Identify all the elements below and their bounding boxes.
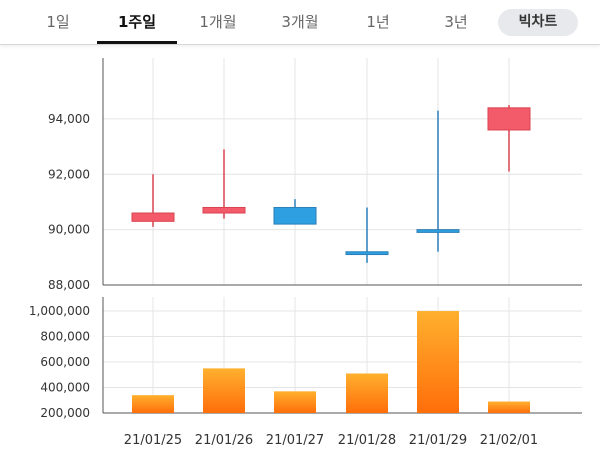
price-tick-label: 92,000: [48, 167, 90, 181]
candle-body: [202, 206, 246, 214]
volume-gridlines: [103, 297, 582, 414]
volume-tick-label: 600,000: [40, 355, 90, 369]
tab-3year[interactable]: 3년: [444, 13, 468, 31]
candle: [487, 105, 531, 172]
volume-bar: [488, 401, 530, 413]
date-label: 21/02/01: [480, 433, 538, 448]
date-label: 21/01/29: [409, 433, 467, 448]
candle-body: [345, 251, 389, 256]
candle: [345, 207, 389, 263]
candle-body: [273, 206, 317, 225]
price-tick-label: 88,000: [48, 278, 90, 292]
tab-1month[interactable]: 1개월: [199, 13, 237, 31]
volume-bar: [346, 373, 388, 413]
tab-1day[interactable]: 1일: [46, 13, 70, 31]
volume-bar: [417, 311, 459, 413]
candle: [202, 149, 246, 219]
date-label: 21/01/27: [266, 433, 324, 448]
candles: [131, 105, 531, 263]
volume-tick-label: 800,000: [40, 330, 90, 344]
date-label: 21/01/26: [195, 433, 253, 448]
candle-body: [487, 107, 531, 131]
candle: [131, 174, 175, 227]
volume-bars: [132, 311, 530, 413]
price-tick-label: 94,000: [48, 112, 90, 126]
date-label: 21/01/28: [338, 433, 396, 448]
date-label: 21/01/25: [124, 433, 182, 448]
volume-bar: [203, 368, 245, 413]
date-axis: 21/01/25 21/01/26 21/01/27 21/01/28 21/01/29…: [124, 433, 538, 448]
candle-body: [416, 229, 460, 233]
period-tabs: 1일 1주일 1개월 3개월 1년 3년 빅차트: [0, 0, 600, 45]
price-tick-label: 90,000: [48, 223, 90, 237]
candle: [273, 199, 317, 225]
volume-bar: [132, 395, 174, 413]
volume-bar: [274, 391, 316, 413]
volume-tick-label: 1,000,000: [29, 304, 90, 318]
volume-tick-label: 200,000: [40, 406, 90, 420]
candle-body: [131, 212, 175, 222]
candle: [416, 110, 460, 252]
price-gridlines: [103, 58, 582, 285]
bigchart-button[interactable]: 빅차트: [498, 9, 578, 36]
volume-tick-label: 400,000: [40, 381, 90, 395]
tab-1week[interactable]: 1주일: [97, 0, 177, 44]
tab-3month[interactable]: 3개월: [281, 13, 319, 31]
price-axis: 88,000 90,000 92,000 94,000: [48, 58, 582, 292]
tab-1year[interactable]: 1년: [366, 13, 390, 31]
